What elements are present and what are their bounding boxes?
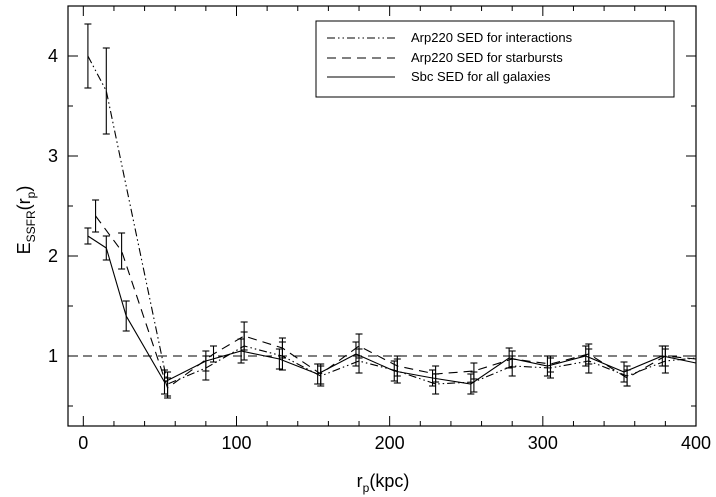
error-bar-starbursts: [278, 337, 286, 359]
x-axis-label: rp(kpc): [357, 471, 410, 495]
error-bar-all-galaxies: [84, 227, 92, 245]
error-bar-starbursts: [623, 369, 631, 387]
y-tick-label: 1: [48, 346, 58, 366]
error-bar-interactions: [102, 47, 110, 135]
y-tick-label: 3: [48, 146, 58, 166]
legend: Arp220 SED for interactions Arp220 SED f…: [315, 20, 675, 98]
x-tick-label: 300: [528, 433, 558, 453]
legend-label-interactions: Arp220 SED for interactions: [411, 30, 573, 45]
error-bar-all-galaxies: [543, 355, 551, 377]
series-line-all-galaxies: [87, 235, 697, 385]
x-tick-label: 400: [681, 433, 711, 453]
x-tick-label: 200: [375, 433, 405, 453]
legend-label-all-galaxies: Sbc SED for all galaxies: [411, 69, 551, 84]
error-bar-interactions: [84, 23, 92, 89]
error-bar-starbursts: [432, 365, 440, 383]
error-bar-all-galaxies: [160, 369, 168, 395]
legend-box: [315, 20, 675, 98]
series-line-interactions: [87, 55, 697, 385]
error-bar-all-galaxies: [429, 369, 437, 387]
error-bar-all-galaxies: [202, 350, 210, 372]
error-bar-starbursts: [355, 333, 363, 359]
error-bar-all-galaxies: [122, 300, 130, 332]
error-bar-starbursts: [240, 321, 248, 351]
error-bar-all-galaxies: [505, 347, 513, 369]
error-bar-starbursts: [164, 377, 172, 399]
y-tick-label: 4: [48, 46, 58, 66]
y-tick-label: 2: [48, 246, 58, 266]
x-tick-label: 0: [78, 433, 88, 453]
error-bar-all-galaxies: [620, 361, 628, 383]
error-bar-starbursts: [393, 355, 401, 377]
error-bar-all-galaxies: [467, 373, 475, 395]
plot-frame: [67, 5, 697, 427]
error-bar-starbursts: [118, 232, 126, 270]
series-line-starbursts: [95, 215, 697, 389]
error-bar-starbursts: [92, 199, 100, 233]
error-bar-starbursts: [585, 343, 593, 365]
error-bar-all-galaxies: [314, 363, 322, 385]
y-axis-label: ESSFR(rp): [14, 186, 38, 255]
error-bar-all-galaxies: [582, 345, 590, 367]
x-tick-label: 100: [221, 433, 251, 453]
axis-layer: 0 100 200 300 400 1 2 3 4: [48, 6, 711, 453]
error-bar-all-galaxies: [102, 235, 110, 261]
error-bar-all-galaxies: [658, 345, 666, 367]
error-bar-starbursts: [470, 362, 478, 380]
error-bar-all-galaxies: [275, 348, 283, 370]
error-bar-all-galaxies: [390, 360, 398, 382]
error-bar-all-galaxies: [237, 338, 245, 364]
error-bar-all-galaxies: [352, 341, 360, 367]
legend-label-starbursts: Arp220 SED for starbursts: [411, 50, 563, 65]
series-layer: [84, 23, 697, 399]
